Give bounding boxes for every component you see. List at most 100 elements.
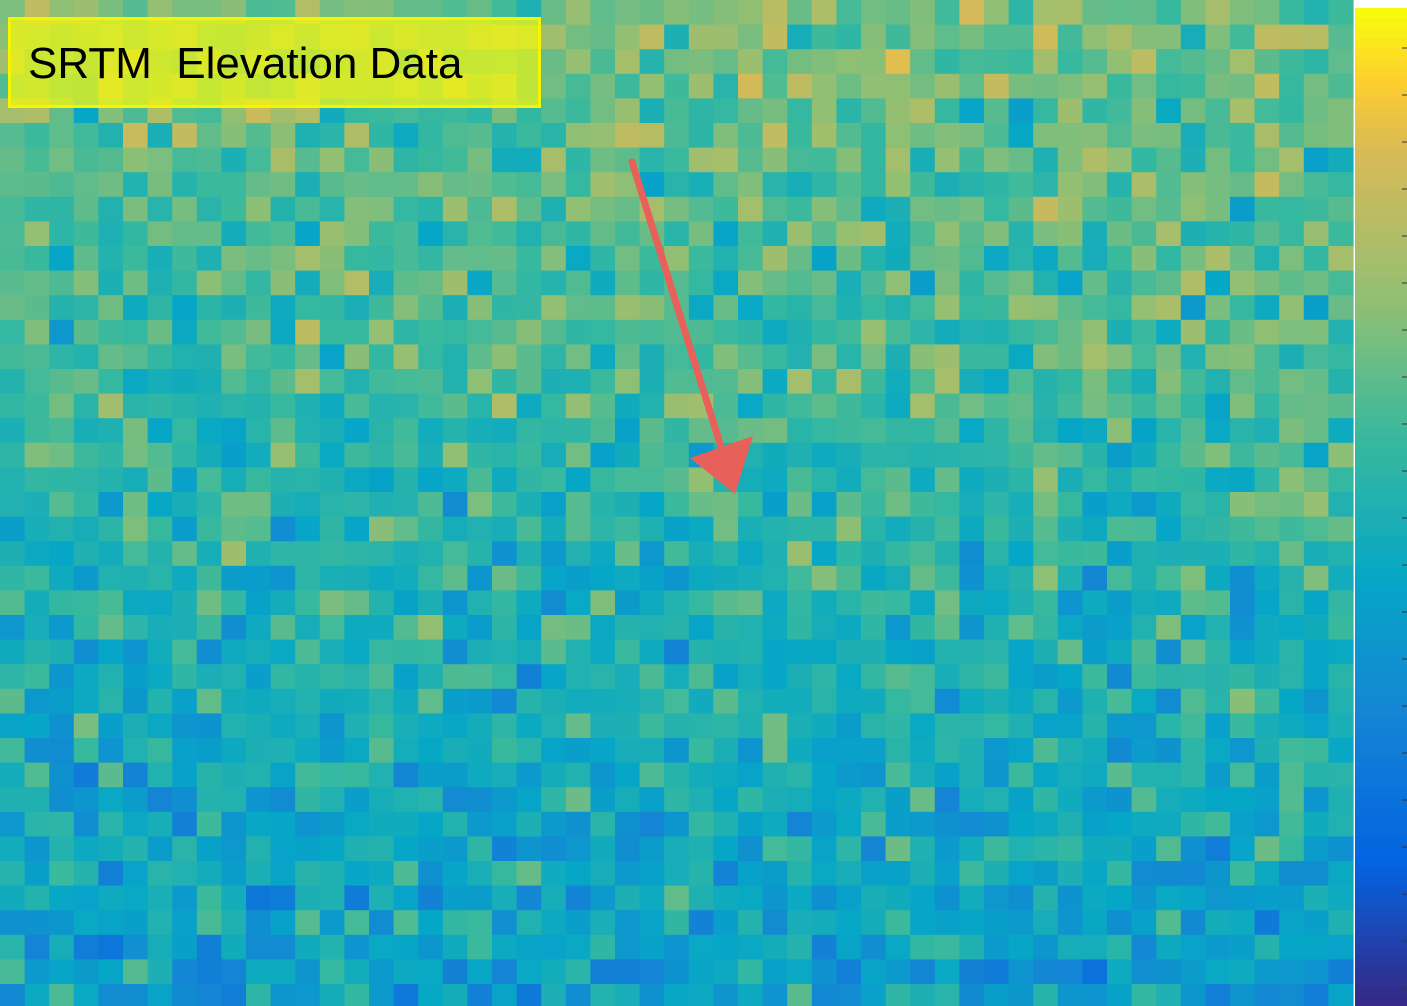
cell	[221, 886, 246, 911]
cell	[148, 738, 173, 763]
cell	[467, 344, 492, 369]
cell	[984, 959, 1009, 984]
cell	[640, 492, 665, 517]
cell	[935, 172, 960, 197]
cell	[1205, 787, 1230, 812]
colorbar-swatch	[1355, 517, 1407, 528]
cell	[221, 344, 246, 369]
cell	[787, 664, 812, 689]
cell	[271, 344, 296, 369]
cell	[1132, 320, 1157, 345]
cell	[74, 763, 99, 788]
cell	[1082, 123, 1107, 148]
cell	[935, 394, 960, 419]
cell	[443, 467, 468, 492]
cell	[1082, 271, 1107, 296]
cell	[221, 812, 246, 837]
cell	[1058, 935, 1083, 960]
colorbar-swatch	[1355, 946, 1407, 957]
cell	[197, 246, 222, 271]
cell	[394, 443, 419, 468]
cell	[1009, 221, 1034, 246]
colorbar-swatch	[1355, 667, 1407, 678]
cell	[738, 713, 763, 738]
cell	[984, 984, 1009, 1006]
cell	[541, 640, 566, 665]
cell	[1328, 320, 1353, 345]
colorbar-swatch	[1355, 936, 1407, 947]
cell	[1279, 271, 1304, 296]
cell	[1033, 492, 1058, 517]
cell	[1107, 861, 1132, 886]
cell	[25, 886, 50, 911]
cell	[836, 812, 861, 837]
cell	[1132, 197, 1157, 222]
cell	[640, 320, 665, 345]
cell	[1230, 0, 1255, 25]
cell	[344, 467, 369, 492]
cell	[221, 148, 246, 173]
cell	[910, 959, 935, 984]
cell	[1132, 664, 1157, 689]
cell	[123, 935, 148, 960]
cell	[910, 886, 935, 911]
cell	[590, 344, 615, 369]
cell	[1255, 25, 1280, 50]
cell	[566, 517, 591, 542]
cell	[861, 664, 886, 689]
cell	[935, 541, 960, 566]
cell	[148, 713, 173, 738]
cell	[541, 295, 566, 320]
cell	[738, 984, 763, 1006]
cell	[1009, 713, 1034, 738]
cell	[1156, 148, 1181, 173]
cell	[1304, 98, 1329, 123]
cell	[763, 984, 788, 1006]
cell	[246, 615, 271, 640]
cell	[172, 713, 197, 738]
cell	[1255, 886, 1280, 911]
cell	[123, 344, 148, 369]
cell	[1279, 320, 1304, 345]
cell	[74, 590, 99, 615]
cell	[443, 517, 468, 542]
cell	[394, 467, 419, 492]
cell	[295, 812, 320, 837]
cell	[443, 418, 468, 443]
cell	[418, 492, 443, 517]
cell	[886, 935, 911, 960]
colorbar-swatch	[1355, 238, 1407, 249]
cell	[295, 713, 320, 738]
cell	[517, 443, 542, 468]
cell	[1230, 861, 1255, 886]
cell	[1107, 467, 1132, 492]
cell	[984, 25, 1009, 50]
cell	[615, 664, 640, 689]
cell	[1156, 74, 1181, 99]
cell	[1033, 664, 1058, 689]
cell	[1255, 271, 1280, 296]
cell	[271, 566, 296, 591]
cell	[1033, 566, 1058, 591]
cell	[295, 640, 320, 665]
cell	[394, 984, 419, 1006]
cell	[320, 517, 345, 542]
cell	[910, 246, 935, 271]
cell	[1181, 910, 1206, 935]
cell	[123, 615, 148, 640]
cell	[664, 984, 689, 1006]
cell	[271, 861, 296, 886]
cell	[1304, 566, 1329, 591]
cell	[25, 713, 50, 738]
cell	[910, 812, 935, 837]
cell	[418, 320, 443, 345]
cell	[541, 910, 566, 935]
cell	[1058, 221, 1083, 246]
cell	[123, 172, 148, 197]
cell	[812, 98, 837, 123]
cell	[763, 935, 788, 960]
cell	[0, 836, 25, 861]
cell	[1205, 172, 1230, 197]
cell	[812, 861, 837, 886]
cell	[566, 123, 591, 148]
